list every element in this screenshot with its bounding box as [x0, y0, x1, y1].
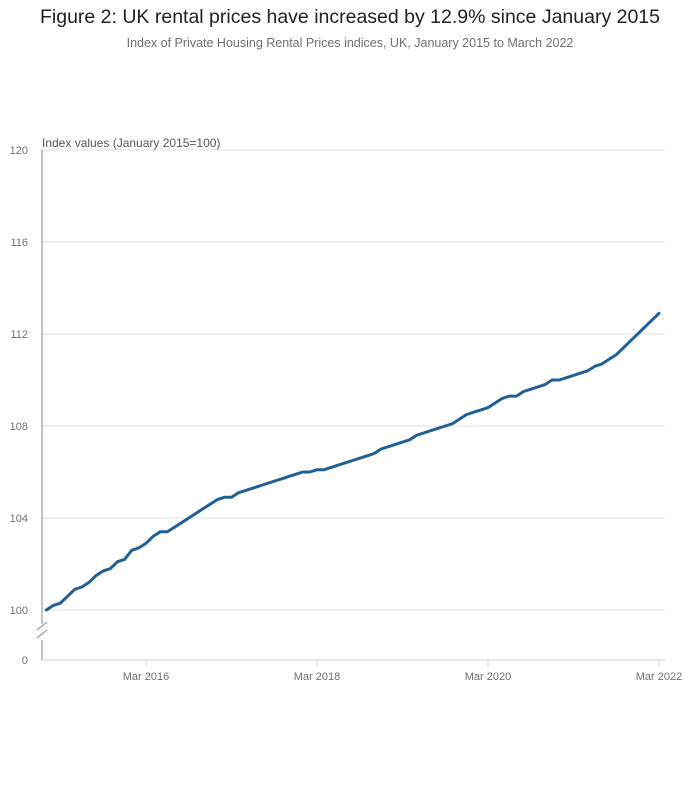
y-tick-label: 104: [10, 513, 28, 525]
y-tick-label: 116: [10, 237, 28, 249]
y-axis-label: Index values (January 2015=100): [42, 136, 220, 150]
axis-break-icon: [36, 621, 48, 639]
x-tick-label: Mar 2018: [294, 671, 340, 683]
x-tick-label: Mar 2020: [465, 671, 511, 683]
x-tick-label: Mar 2016: [123, 671, 169, 683]
y-tick-label: 108: [10, 421, 28, 433]
y-tick-label: 0: [22, 655, 28, 667]
chart-title: Figure 2: UK rental prices have increase…: [39, 6, 660, 28]
series-line: [44, 311, 661, 612]
x-tick-label: Mar 2022: [636, 671, 682, 683]
y-tick-label: 120: [10, 145, 28, 157]
chart-subtitle: Index of Private Housing Rental Prices i…: [126, 36, 574, 50]
y-tick-label: 112: [10, 329, 28, 341]
y-tick-label: 100: [10, 605, 28, 617]
